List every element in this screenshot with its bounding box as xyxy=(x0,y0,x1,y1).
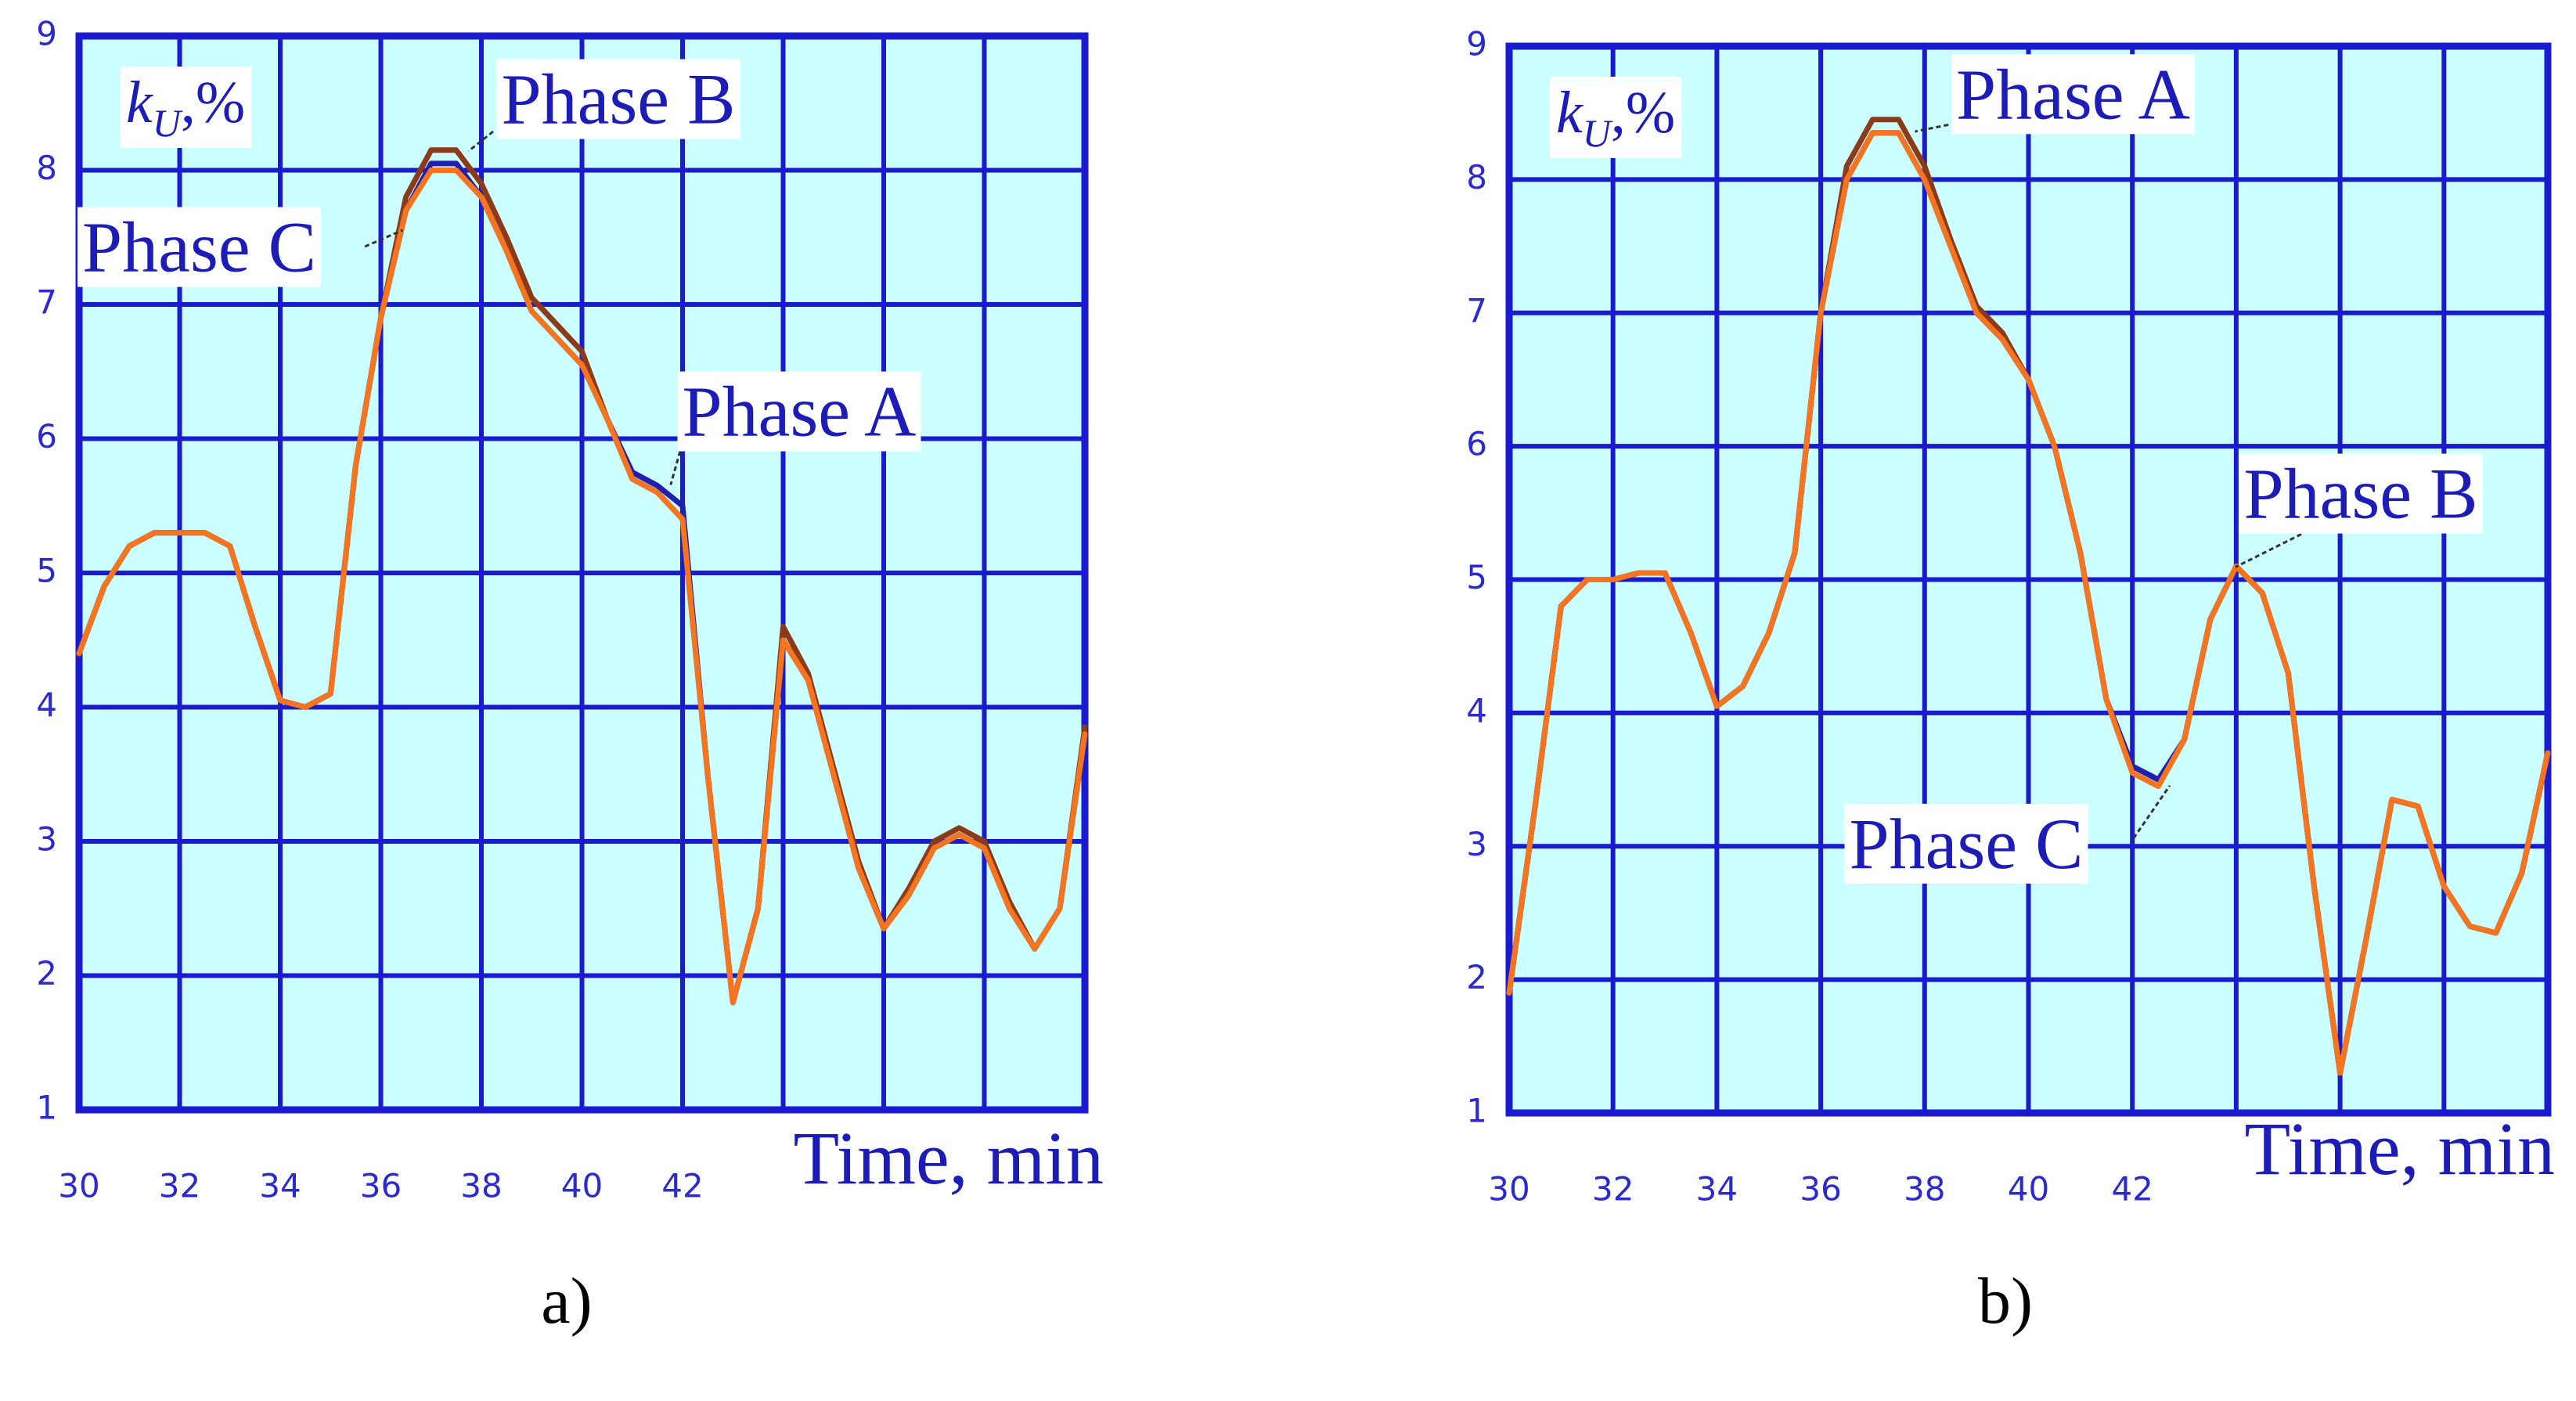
y-tick-label: 4 xyxy=(36,686,57,724)
legend-background xyxy=(1844,803,2088,884)
x-tick-label: 36 xyxy=(360,1167,402,1205)
legend-label: Phase B xyxy=(2244,454,2478,534)
y-tick-label: 4 xyxy=(1466,691,1487,729)
caption: b) xyxy=(1978,1265,2033,1338)
y-tick-label: 2 xyxy=(1466,958,1487,996)
legend-label: Phase A xyxy=(1956,54,2190,134)
y-tick-label: 9 xyxy=(36,15,57,53)
y-tick-label: 2 xyxy=(36,954,57,992)
plot-border xyxy=(75,32,1089,1114)
y-axis-label: kU,% xyxy=(126,70,245,145)
legend-background xyxy=(1951,54,2195,135)
y-tick-label: 7 xyxy=(1466,291,1487,330)
y-tick-label: 8 xyxy=(1466,158,1487,196)
legend-background xyxy=(677,371,921,452)
y-axis-label: kU,% xyxy=(1556,80,1675,155)
x-tick-label: 30 xyxy=(1488,1170,1529,1208)
x-axis-label: Time, min xyxy=(793,1116,1104,1200)
series-line xyxy=(1506,130,2551,1076)
x-tick-label: 32 xyxy=(159,1167,200,1205)
y-tick-label: 1 xyxy=(1466,1092,1487,1130)
x-tick-label: 42 xyxy=(2111,1170,2153,1208)
legend-background xyxy=(77,207,321,287)
y-tick-label: 5 xyxy=(1466,558,1487,596)
y-label-symbol: k xyxy=(126,70,153,135)
legend-label: Phase C xyxy=(82,207,316,287)
x-tick-label: 38 xyxy=(460,1167,502,1205)
x-tick-label: 36 xyxy=(1800,1170,1841,1208)
leader-line xyxy=(669,443,683,485)
y-tick-label: 5 xyxy=(36,552,57,590)
y-label-unit: ,% xyxy=(181,70,245,135)
legend-label: Phase C xyxy=(1850,804,2084,884)
y-tick-label: 9 xyxy=(1466,25,1487,63)
series-line xyxy=(76,167,1088,1006)
y-tick-label: 6 xyxy=(36,417,57,456)
y-tick-label: 3 xyxy=(1466,825,1487,863)
legend-label: Phase A xyxy=(683,372,917,452)
leader-line xyxy=(2132,784,2171,839)
y-tick-label: 8 xyxy=(36,149,57,187)
x-tick-label: 38 xyxy=(1904,1170,1945,1208)
x-tick-label: 40 xyxy=(561,1167,603,1205)
legend-background xyxy=(496,59,740,139)
y-label-unit: ,% xyxy=(1611,80,1675,146)
x-tick-label: 34 xyxy=(1696,1170,1738,1208)
y-label-subscript: U xyxy=(1583,111,1613,155)
y-label-symbol: k xyxy=(1556,80,1583,146)
leader-line xyxy=(467,130,494,153)
leader-line xyxy=(2235,533,2302,568)
caption: a) xyxy=(541,1265,592,1338)
y-tick-label: 1 xyxy=(36,1089,57,1127)
leader-line xyxy=(364,229,404,248)
y-tick-label: 7 xyxy=(36,283,57,322)
x-tick-label: 34 xyxy=(259,1167,301,1205)
legend-background xyxy=(2239,453,2483,534)
y-label-background xyxy=(1550,77,1682,158)
y-label-background xyxy=(120,67,252,148)
x-tick-label: 30 xyxy=(58,1167,99,1205)
y-tick-label: 6 xyxy=(1466,425,1487,463)
plot-border xyxy=(1505,42,2552,1117)
x-tick-label: 32 xyxy=(1592,1170,1634,1208)
y-label-subscript: U xyxy=(153,101,183,145)
x-tick-label: 42 xyxy=(661,1167,703,1205)
x-tick-label: 40 xyxy=(2008,1170,2049,1208)
y-tick-label: 3 xyxy=(36,820,57,859)
x-axis-label: Time, min xyxy=(2244,1107,2555,1190)
leader-line xyxy=(1915,122,1957,133)
legend-label: Phase B xyxy=(502,59,736,139)
